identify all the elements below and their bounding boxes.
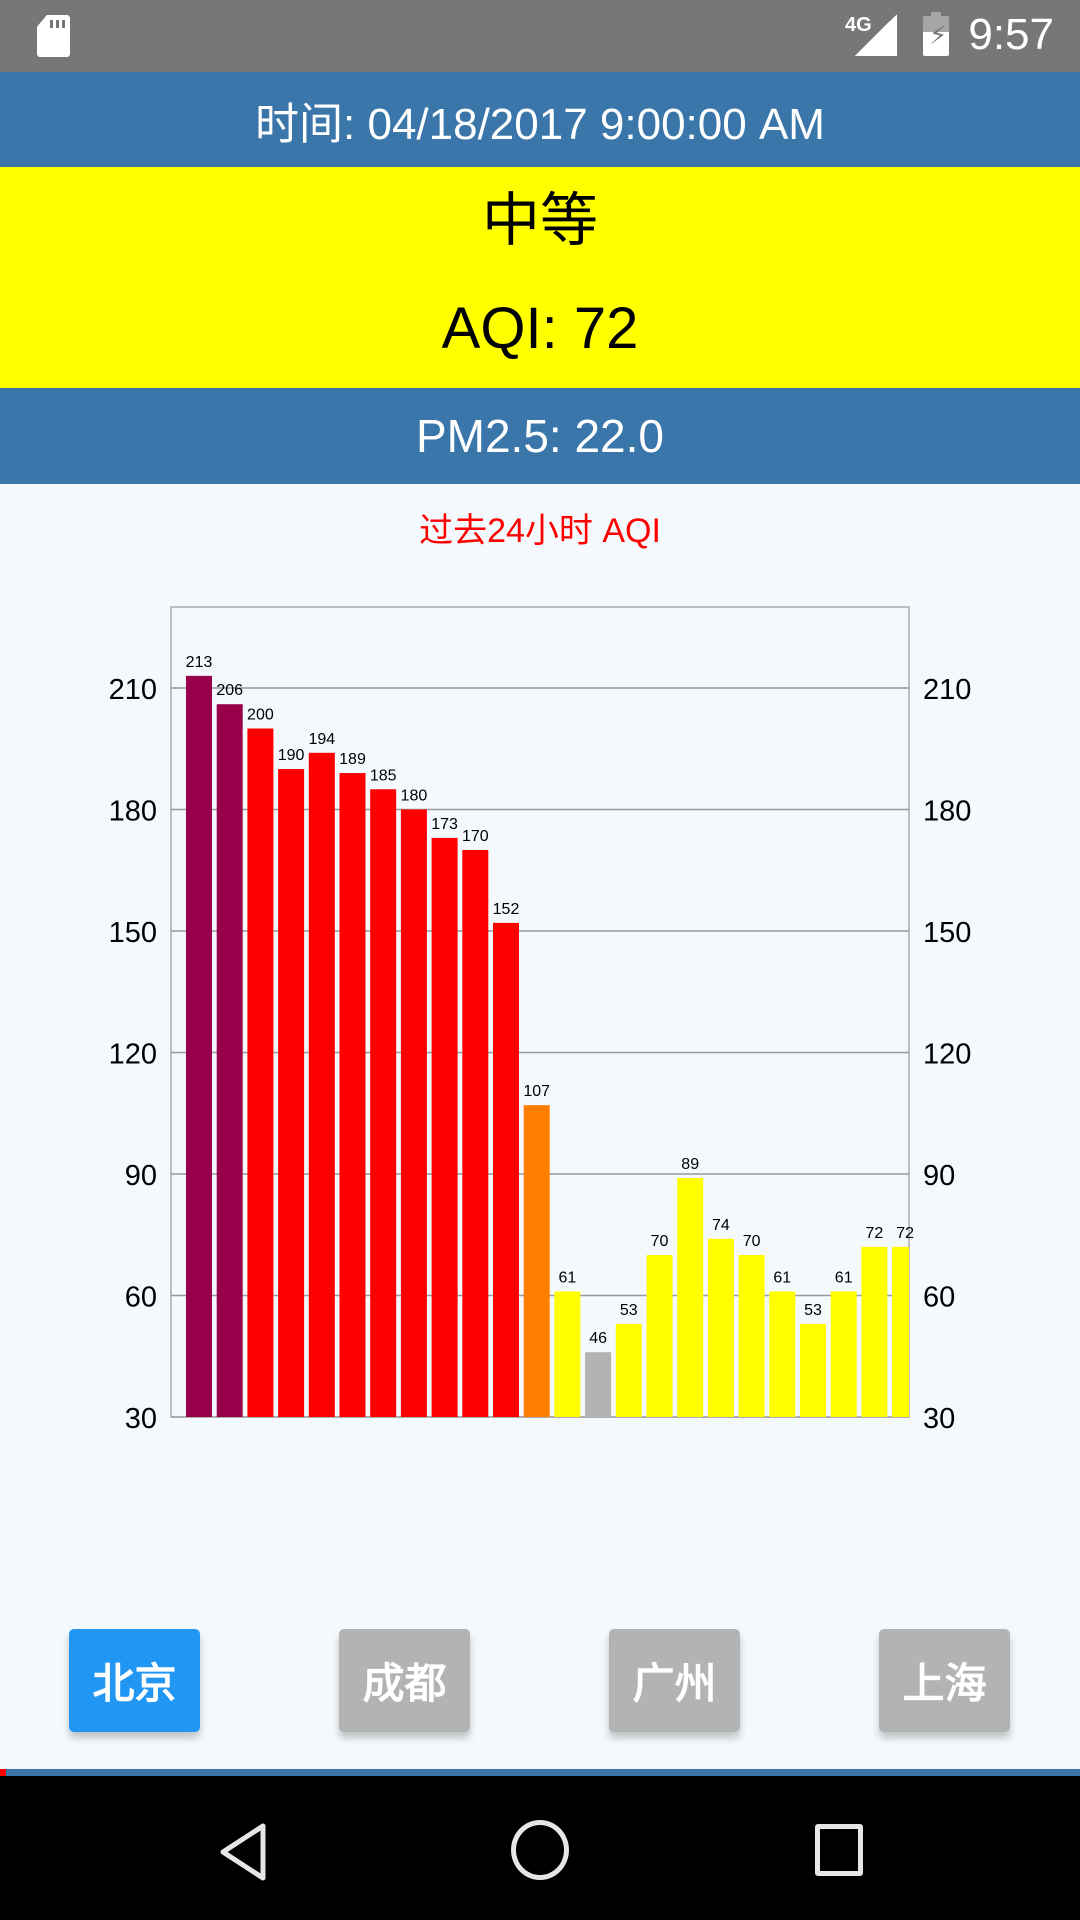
bar-value-label: 180: [401, 788, 428, 805]
recents-icon[interactable]: [815, 1824, 863, 1876]
bar-value-label: 194: [308, 731, 335, 748]
bar-value-label: 61: [773, 1269, 791, 1286]
bar-value-label: 190: [278, 747, 305, 764]
battery-charging-icon: ⚡: [923, 12, 949, 56]
bar: [646, 1255, 673, 1417]
bar-value-label: 213: [186, 654, 213, 671]
city-button-label: 北京: [92, 1660, 177, 1707]
bar: [554, 1291, 581, 1417]
bar-value-label: 74: [712, 1217, 730, 1234]
left-y-tick-label: 150: [109, 917, 157, 949]
bar: [308, 752, 335, 1417]
divider-marker: [0, 1769, 6, 1776]
signal-icon: [855, 14, 897, 56]
pm25-value: PM2.5: 22.0: [415, 410, 665, 462]
city-button-label: 上海: [902, 1660, 987, 1707]
bar: [493, 922, 519, 1417]
left-y-tick-label: 210: [109, 674, 157, 706]
bar-value-label: 152: [493, 901, 520, 918]
bar: [677, 1178, 704, 1417]
right-y-tick-label: 150: [923, 917, 971, 949]
time-label: 时间: 04/18/2017 9:00:00 AM: [255, 99, 825, 149]
bar-value-label: 70: [651, 1233, 669, 1250]
bar: [615, 1323, 642, 1417]
status-time: 9:57: [968, 10, 1054, 59]
status-bar: 4G ⚡ 9:57: [0, 0, 1080, 72]
bar-value-label: 185: [370, 767, 397, 784]
left-y-tick-label: 90: [125, 1160, 157, 1192]
bar: [247, 728, 274, 1417]
right-y-tick-label: 180: [923, 796, 971, 828]
home-icon[interactable]: [511, 1820, 569, 1880]
bar: [400, 809, 427, 1417]
bar-value-label: 200: [247, 707, 274, 724]
chart-title: 过去24小时 AQI: [419, 512, 661, 550]
bar: [186, 675, 212, 1417]
bar-value-label: 89: [681, 1156, 699, 1173]
bar: [278, 769, 305, 1417]
city-button-beijing[interactable]: 北京: [69, 1629, 200, 1732]
bar-value-label: 206: [216, 682, 243, 699]
left-y-tick-label: 120: [109, 1039, 157, 1071]
pm25-panel: PM2.5: 22.0: [0, 388, 1080, 484]
bar-value-label: 189: [339, 751, 366, 768]
bar-value-label: 53: [804, 1302, 822, 1319]
bar-value-label: 53: [620, 1302, 638, 1319]
left-y-tick-label: 30: [125, 1403, 157, 1435]
city-button-guangzhou[interactable]: 广州: [609, 1629, 740, 1732]
bar: [707, 1238, 734, 1417]
bar-value-label: 107: [523, 1083, 550, 1100]
bar: [830, 1291, 857, 1417]
bar: [892, 1246, 909, 1417]
bar: [585, 1352, 612, 1417]
time-header: 时间: 04/18/2017 9:00:00 AM: [0, 72, 1080, 167]
right-y-tick-label: 30: [923, 1403, 955, 1435]
bar-value-label: 70: [743, 1233, 761, 1250]
bar-value-label: 72: [896, 1225, 914, 1242]
bar: [861, 1246, 888, 1417]
bar: [339, 773, 366, 1417]
bar: [431, 837, 458, 1417]
bar: [216, 704, 243, 1417]
bar-value-label: 61: [559, 1269, 577, 1286]
bar-value-label: 61: [835, 1269, 853, 1286]
right-y-tick-label: 90: [923, 1160, 955, 1192]
bar: [370, 789, 397, 1417]
network-type: 4G: [845, 14, 872, 36]
sd-card-icon: [37, 15, 70, 57]
navigation-bar: [0, 1776, 1080, 1920]
aqi-value: AQI: 72: [441, 295, 639, 361]
left-y-tick-label: 180: [109, 796, 157, 828]
bar: [462, 850, 489, 1417]
city-button-label: 广州: [632, 1660, 717, 1707]
left-y-tick-label: 60: [125, 1282, 157, 1314]
aqi-level-panel: 中等 AQI: 72: [0, 167, 1080, 388]
bar: [523, 1105, 550, 1417]
city-button-label: 成都: [362, 1660, 447, 1707]
bar-value-label: 170: [462, 828, 489, 845]
city-button-chengdu[interactable]: 成都: [339, 1629, 470, 1732]
right-y-tick-label: 60: [923, 1282, 955, 1314]
bar-value-label: 46: [589, 1330, 607, 1347]
back-icon[interactable]: [215, 1822, 271, 1882]
bottom-divider: [0, 1769, 1080, 1776]
bar: [769, 1291, 796, 1417]
bar-value-label: 72: [866, 1225, 884, 1242]
bar: [738, 1255, 765, 1417]
right-y-tick-label: 120: [923, 1039, 971, 1071]
aqi-category: 中等: [481, 187, 598, 253]
bar: [800, 1323, 826, 1417]
right-y-tick-label: 210: [923, 674, 971, 706]
city-button-shanghai[interactable]: 上海: [879, 1629, 1010, 1732]
bar-value-label: 173: [431, 816, 458, 833]
